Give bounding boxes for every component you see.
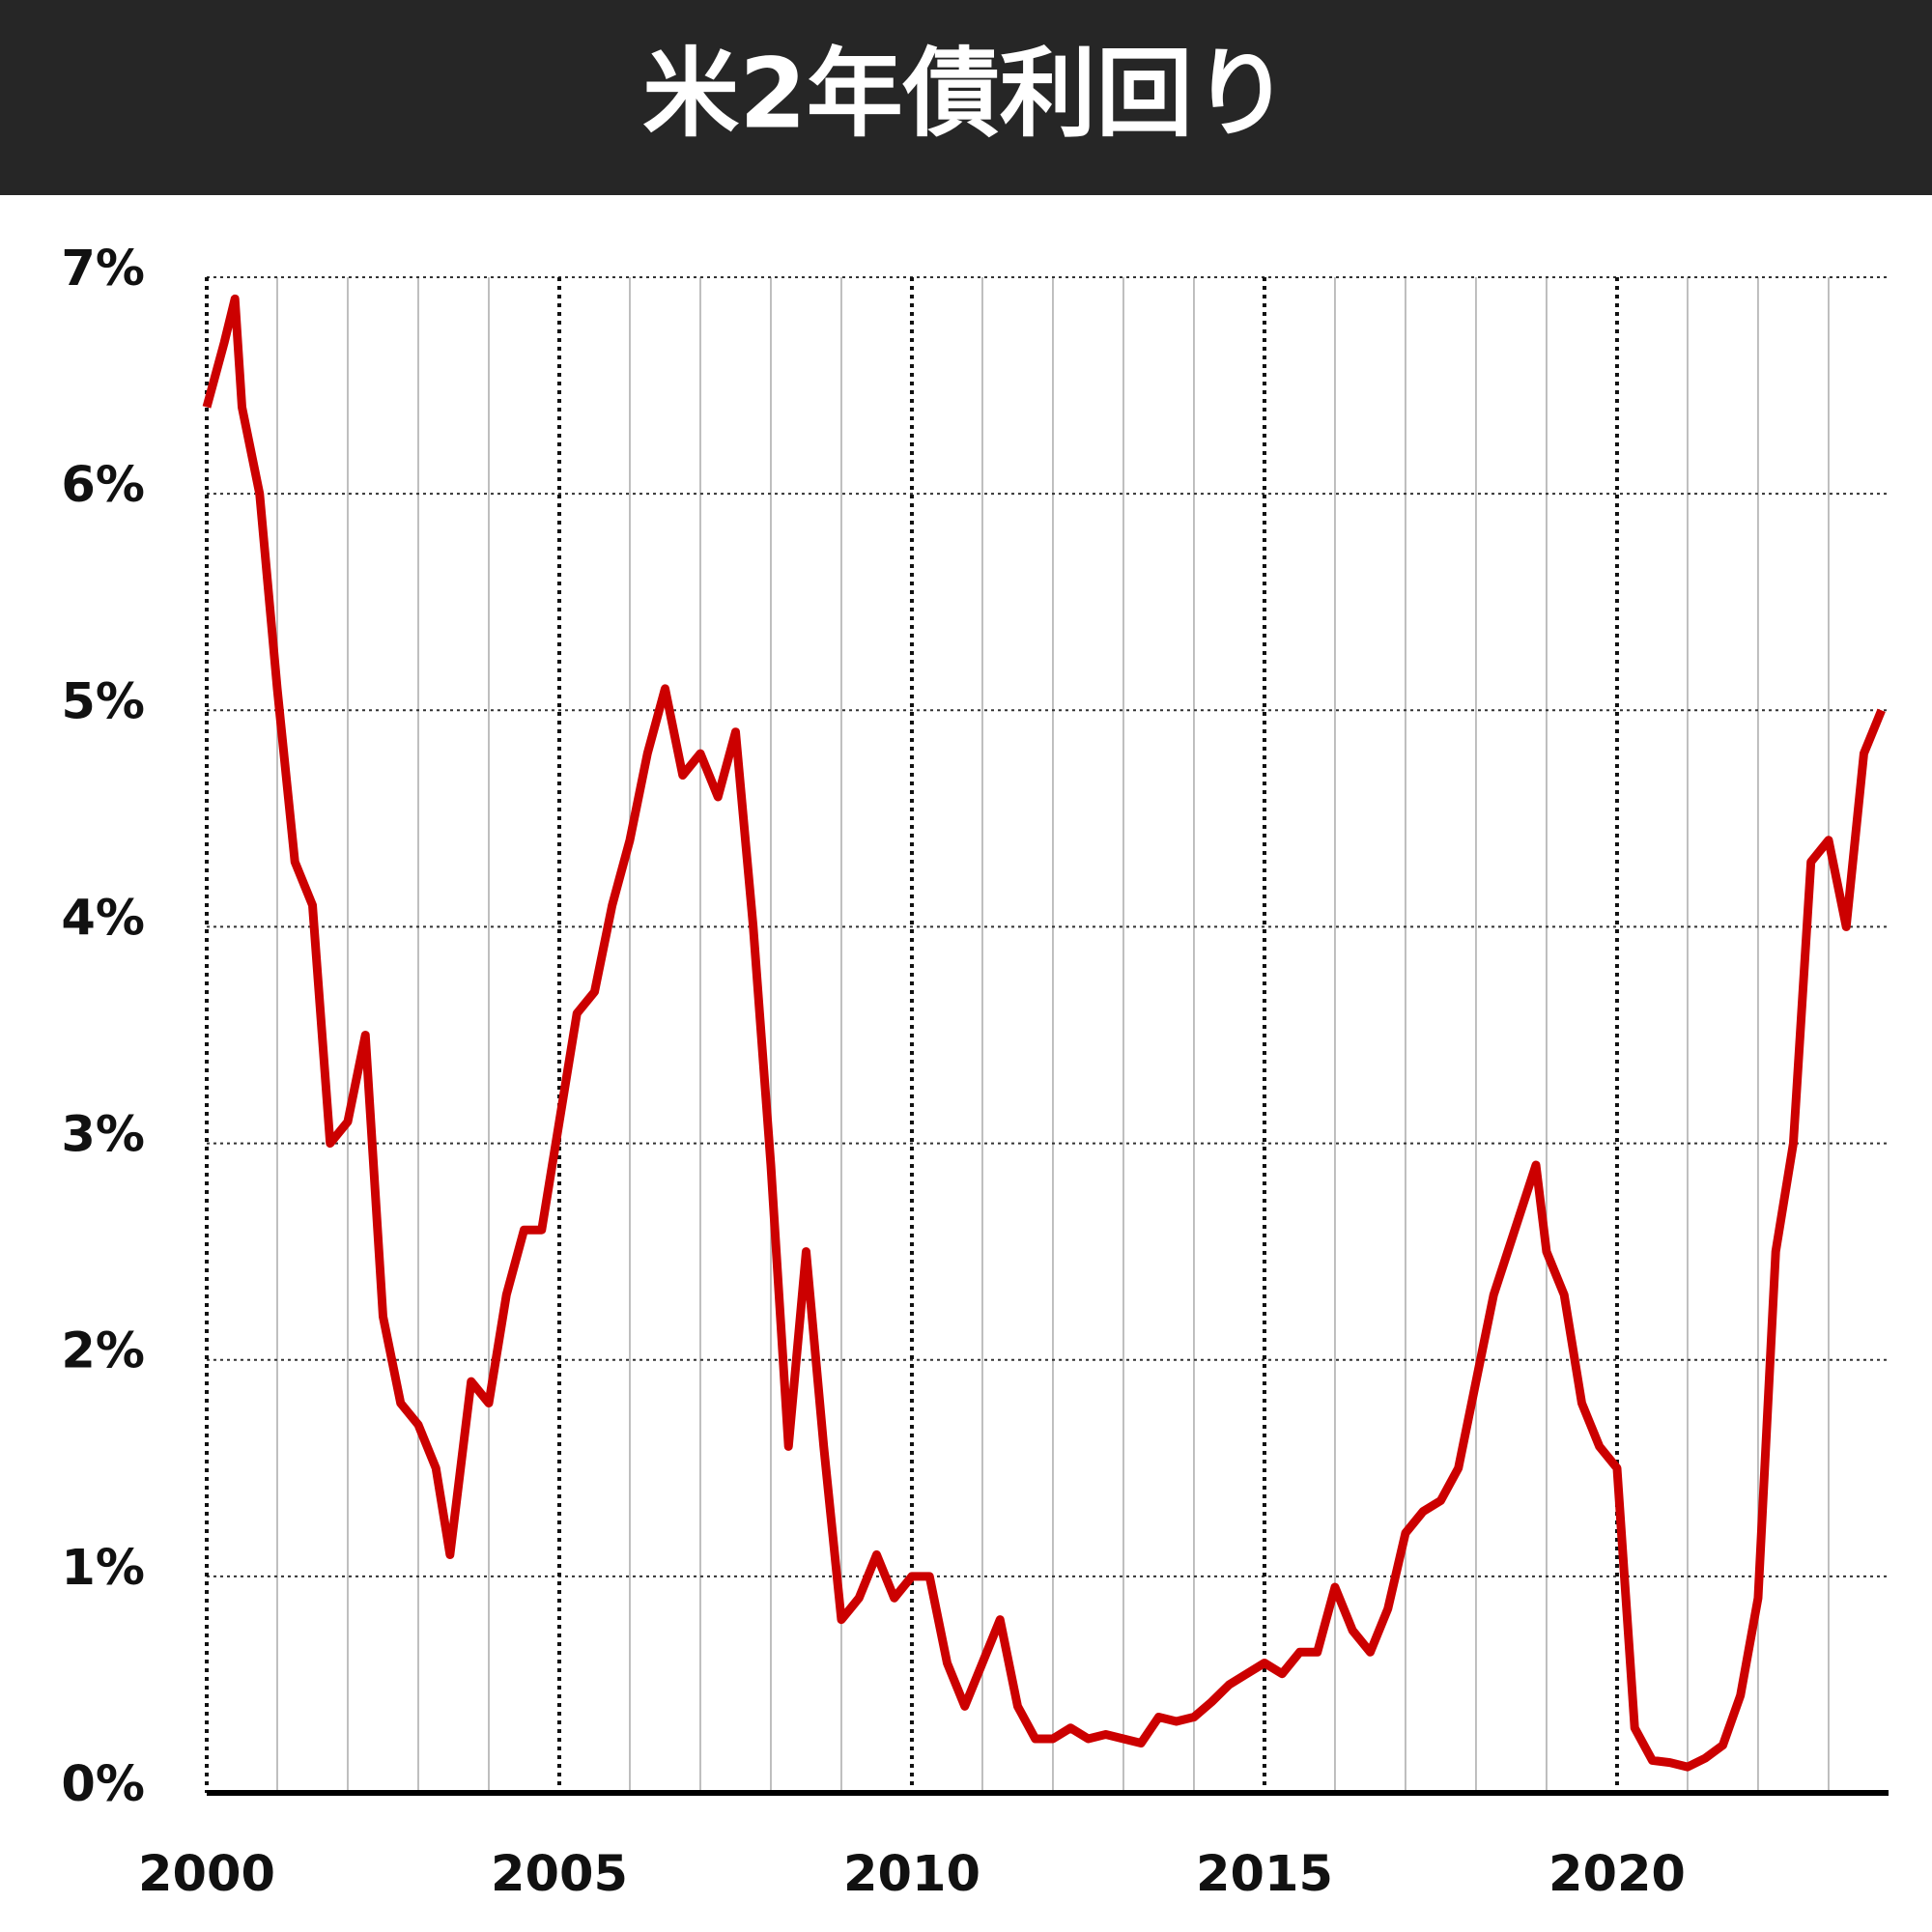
title-bar [0,0,1932,195]
y-tick-label: 1% [61,1540,145,1597]
x-tick-label: 2010 [843,1846,980,1903]
x-tick-label: 2000 [138,1846,275,1903]
y-tick-label: 4% [61,890,145,947]
yield-line [202,294,1886,1772]
chart-title: 米2年債利回り [642,37,1290,150]
y-tick-label: 0% [61,1756,145,1813]
x-tick-label: 2015 [1196,1846,1333,1903]
y-tick-label: 2% [61,1323,145,1380]
y-tick-label: 7% [61,241,145,298]
x-tick-label: 2005 [491,1846,628,1903]
y-tick-label: 5% [61,673,145,730]
x-tick-label: 2020 [1548,1846,1686,1903]
y-tick-label: 6% [61,457,145,514]
y-tick-label: 3% [61,1107,145,1164]
